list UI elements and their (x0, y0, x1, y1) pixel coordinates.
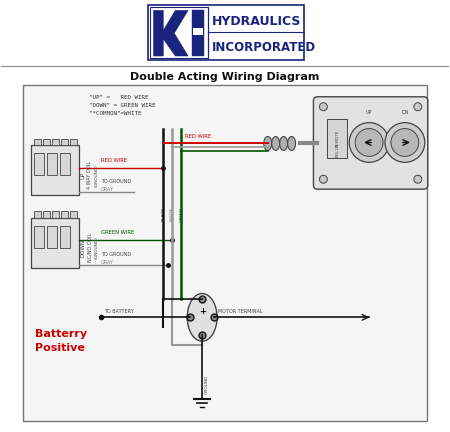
Circle shape (320, 175, 327, 183)
Text: Positive: Positive (35, 343, 85, 353)
FancyBboxPatch shape (47, 153, 57, 175)
Ellipse shape (187, 293, 217, 341)
Ellipse shape (279, 137, 288, 150)
Text: RED WIRE: RED WIRE (101, 159, 127, 163)
Text: GREEN: GREEN (179, 206, 183, 222)
FancyBboxPatch shape (23, 85, 427, 421)
FancyBboxPatch shape (61, 211, 68, 218)
Polygon shape (192, 10, 204, 56)
Polygon shape (153, 10, 188, 56)
Text: RED WIRE: RED WIRE (185, 133, 211, 139)
Text: NC/NO COIL: NC/NO COIL (87, 233, 92, 262)
Text: BLACK: BLACK (162, 207, 166, 221)
Circle shape (385, 123, 425, 162)
Ellipse shape (264, 137, 272, 150)
Text: 4 WAY COIL: 4 WAY COIL (87, 161, 92, 189)
Text: DOWN: DOWN (81, 239, 86, 257)
Text: INCORPORATED: INCORPORATED (212, 41, 316, 54)
Text: HYDRAULICS: HYDRAULICS (212, 15, 302, 28)
FancyBboxPatch shape (314, 97, 428, 189)
FancyBboxPatch shape (43, 139, 50, 146)
Text: (GROUND): (GROUND) (95, 164, 99, 187)
FancyBboxPatch shape (150, 7, 208, 58)
Text: (GROUND): (GROUND) (95, 236, 99, 259)
FancyBboxPatch shape (31, 146, 79, 195)
FancyBboxPatch shape (47, 226, 57, 248)
FancyBboxPatch shape (52, 211, 59, 218)
Circle shape (391, 129, 419, 156)
Text: +: + (198, 307, 206, 316)
FancyBboxPatch shape (34, 139, 41, 146)
Circle shape (355, 129, 383, 156)
FancyBboxPatch shape (34, 211, 41, 218)
FancyBboxPatch shape (34, 153, 44, 175)
Ellipse shape (272, 137, 279, 150)
Text: UP: UP (366, 110, 372, 115)
Text: WHITE: WHITE (171, 207, 174, 221)
Circle shape (414, 103, 422, 111)
Ellipse shape (288, 137, 296, 150)
Text: GREEN WIRE: GREEN WIRE (101, 230, 134, 235)
FancyBboxPatch shape (34, 226, 44, 248)
Text: 395-17: 395-17 (335, 143, 339, 158)
FancyBboxPatch shape (52, 139, 59, 146)
Text: TO GROUND: TO GROUND (101, 179, 131, 184)
FancyBboxPatch shape (70, 139, 77, 146)
Text: "DOWN" = GREEN WIRE: "DOWN" = GREEN WIRE (89, 103, 155, 108)
Text: TO GROUND: TO GROUND (101, 252, 131, 257)
Text: Batterry: Batterry (35, 329, 87, 339)
Text: "UP" =   RED WIRE: "UP" = RED WIRE (89, 95, 148, 100)
Circle shape (320, 103, 327, 111)
Circle shape (349, 123, 389, 162)
Text: GROUND: GROUND (205, 374, 209, 394)
Text: DN: DN (401, 110, 409, 115)
FancyBboxPatch shape (61, 139, 68, 146)
FancyBboxPatch shape (60, 226, 70, 248)
Polygon shape (193, 28, 203, 35)
Text: "*COMMON"=WHITE: "*COMMON"=WHITE (89, 111, 141, 116)
Text: GRAY: GRAY (101, 187, 114, 192)
FancyBboxPatch shape (70, 211, 77, 218)
Text: UP: UP (81, 172, 86, 179)
FancyBboxPatch shape (43, 211, 50, 218)
FancyBboxPatch shape (60, 153, 70, 175)
Text: MOTOR TERMINAL: MOTOR TERMINAL (218, 309, 263, 314)
FancyBboxPatch shape (31, 218, 79, 268)
Text: GRAY: GRAY (101, 260, 114, 265)
FancyBboxPatch shape (327, 119, 347, 159)
Text: TO BATTERY: TO BATTERY (104, 309, 134, 314)
FancyBboxPatch shape (148, 5, 303, 60)
Text: REMOTE: REMOTE (335, 130, 339, 147)
Circle shape (414, 175, 422, 183)
Text: Double Acting Wiring Diagram: Double Acting Wiring Diagram (130, 72, 320, 82)
